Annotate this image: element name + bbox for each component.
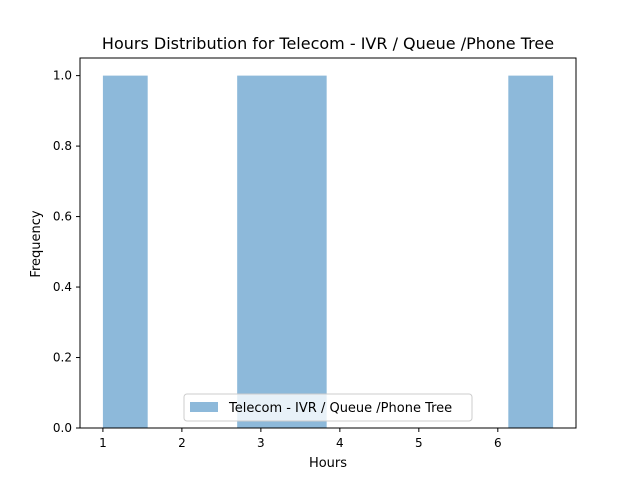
- histogram-bar-3: [508, 75, 554, 428]
- x-tick-label-2: 2: [178, 436, 186, 450]
- histogram-bar-2: [237, 75, 327, 428]
- x-axis-label: Hours: [309, 456, 347, 471]
- axes-group: [79, 57, 577, 429]
- x-tick-label-4: 4: [336, 436, 344, 450]
- y-axis-label: Frequency: [29, 210, 44, 277]
- y-tick-label-1: 0.0: [53, 421, 72, 435]
- bars-group: [102, 75, 554, 428]
- ticks-group: 1 2 3 4 5 6 0.0 0.2 0.4 0.6 0.8 1.0: [53, 69, 502, 450]
- y-tick-label-5: 0.8: [53, 139, 72, 153]
- y-tick-label-6: 1.0: [53, 69, 72, 83]
- histogram-bar-1: [102, 75, 148, 428]
- legend-swatch: [190, 402, 218, 412]
- legend: Telecom - IVR / Queue /Phone Tree: [183, 393, 473, 422]
- chart-title: Hours Distribution for Telecom - IVR / Q…: [102, 34, 554, 53]
- x-tick-label-5: 5: [415, 436, 423, 450]
- y-tick-label-2: 0.2: [53, 351, 72, 365]
- x-tick-label-6: 6: [494, 436, 502, 450]
- y-tick-label-4: 0.6: [53, 210, 72, 224]
- x-tick-label-1: 1: [99, 436, 107, 450]
- legend-label: Telecom - IVR / Queue /Phone Tree: [228, 401, 452, 416]
- x-tick-label-3: 3: [257, 436, 265, 450]
- y-tick-label-3: 0.4: [53, 280, 72, 294]
- legend-box: [183, 393, 473, 422]
- plot-frame: [79, 57, 577, 429]
